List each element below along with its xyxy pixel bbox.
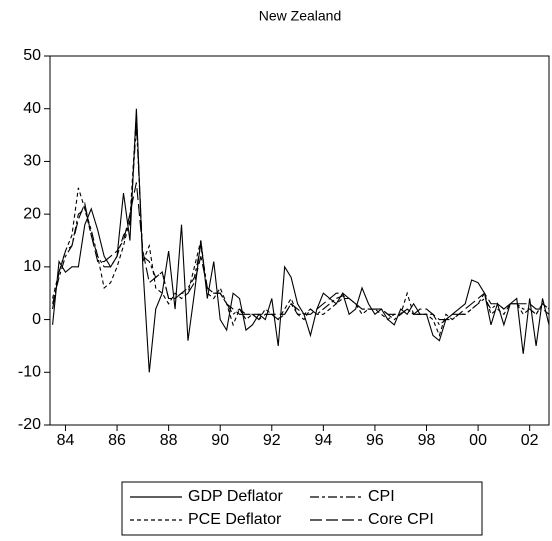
legend-label: CPI [368,488,395,505]
x-tick-label: 92 [263,432,281,449]
series-line [52,113,550,338]
legend-label: PCE Deflator [188,511,282,528]
x-tick-label: 84 [57,432,75,449]
y-tick-label: 40 [23,100,41,117]
x-tick-label: 00 [469,432,487,449]
x-tick-label: 90 [211,432,229,449]
y-tick-label: 10 [23,258,41,275]
series-line [52,124,550,326]
y-tick-label: 30 [23,153,41,170]
y-tick-label: 20 [23,205,41,222]
y-tick-label: 0 [32,311,41,328]
x-tick-label: 94 [314,432,332,449]
y-tick-label: -10 [18,364,41,381]
legend-label: Core CPI [368,511,434,528]
legend-label: GDP Deflator [188,488,284,505]
x-tick-label: 88 [160,432,178,449]
x-tick-label: 98 [418,432,436,449]
legend [121,481,483,536]
x-tick-label: 96 [366,432,384,449]
x-tick-label: 02 [521,432,539,449]
chart-title: New Zealand [259,8,342,24]
plot-frame [49,55,550,426]
series-line [52,108,550,373]
series-line [52,182,550,321]
y-tick-label: 50 [23,47,41,64]
y-tick-label: -20 [18,416,41,433]
x-tick-label: 86 [108,432,126,449]
